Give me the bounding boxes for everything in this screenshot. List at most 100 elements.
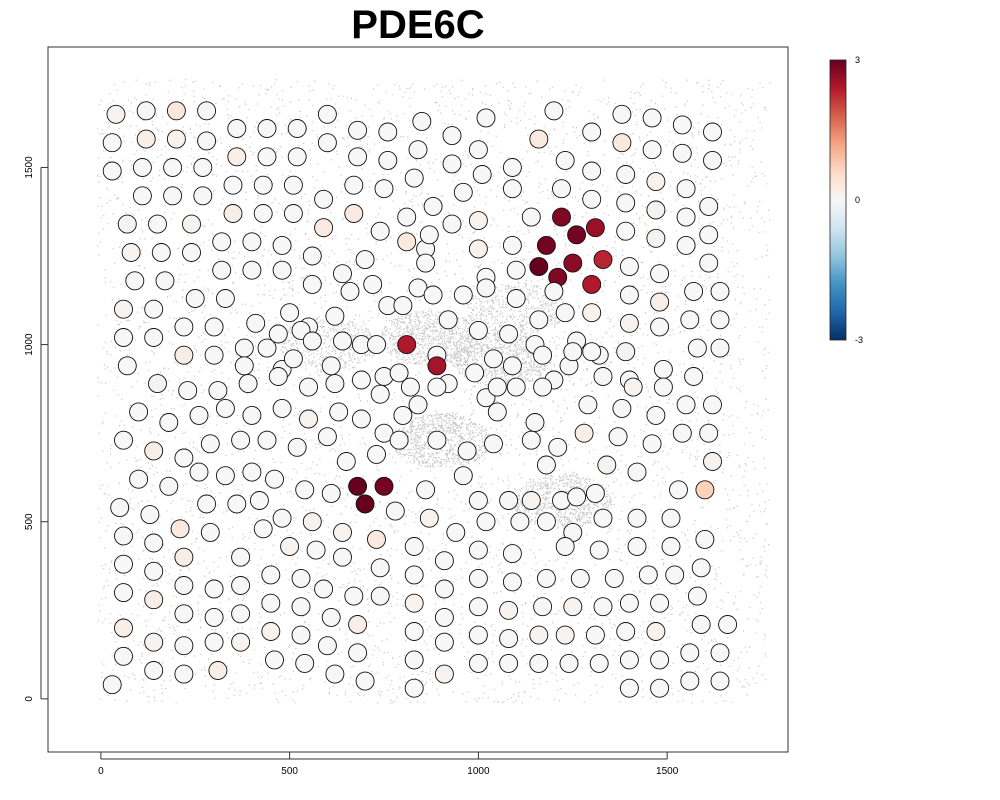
spot-point <box>442 154 462 174</box>
spot-point <box>253 175 273 195</box>
spot-point <box>563 597 583 617</box>
colorbar-gradient <box>829 59 847 341</box>
spot-point <box>453 285 473 305</box>
plot-frame <box>47 46 789 753</box>
spot-point <box>117 356 137 376</box>
x-tick-label: 1000 <box>467 766 490 777</box>
spot-point <box>302 274 322 294</box>
spot-point <box>563 253 583 273</box>
spot-point <box>163 186 183 206</box>
spot-point <box>151 243 171 262</box>
spot-point <box>642 434 662 454</box>
spot-point <box>102 161 122 181</box>
spot-point <box>555 625 575 645</box>
spot-point <box>261 565 281 585</box>
spot-point <box>687 586 707 606</box>
spot-point <box>616 622 636 641</box>
spot-point <box>204 345 224 365</box>
spot-point <box>117 214 137 234</box>
spot-point <box>691 615 711 634</box>
spot-point <box>178 381 198 401</box>
spot-point <box>476 278 496 298</box>
spot-point <box>676 395 696 415</box>
spot-point <box>434 551 454 571</box>
spot-point <box>102 133 122 153</box>
spot-point <box>676 179 696 199</box>
spot-point <box>638 565 658 585</box>
spot-point <box>159 413 179 432</box>
spot-point <box>612 398 632 418</box>
spot-point <box>340 281 360 301</box>
spot-point <box>582 274 602 294</box>
spot-point <box>302 512 322 532</box>
spot-point <box>703 150 722 170</box>
spot-point <box>502 235 522 255</box>
spot-point <box>333 522 352 542</box>
spot-point <box>404 622 424 641</box>
spot-point <box>544 281 564 301</box>
spot-point <box>661 537 681 556</box>
x-tick-label: 500 <box>281 766 298 777</box>
spot-point <box>570 568 590 588</box>
spot-point <box>653 359 673 379</box>
spot-point <box>253 519 273 539</box>
spot-point <box>136 101 156 121</box>
spot-point <box>627 462 647 482</box>
spot-point <box>718 615 738 634</box>
spot-point <box>132 158 152 177</box>
spot-point <box>378 122 398 142</box>
spot-point <box>261 622 281 641</box>
spot-point <box>465 363 485 383</box>
spot-point <box>110 498 130 518</box>
spot-point <box>502 572 522 592</box>
spot-point <box>129 402 149 422</box>
spot-point <box>427 356 447 376</box>
spot-point <box>529 257 549 277</box>
spot-point <box>144 328 164 347</box>
spot-point <box>367 444 386 464</box>
spot-point <box>552 207 571 227</box>
spot-point <box>438 310 458 330</box>
axes: 0 500 1000 1500 0 500 1000 1500 <box>24 156 679 777</box>
spot-point <box>593 597 613 617</box>
spot-point <box>699 253 719 273</box>
spot-point <box>238 374 258 394</box>
spot-point <box>499 600 519 620</box>
spot-point <box>148 374 167 394</box>
spot-point <box>189 405 209 425</box>
spot-point <box>367 529 386 549</box>
spot-point <box>302 246 322 266</box>
spot-point <box>333 331 352 351</box>
spot-point <box>144 441 164 461</box>
spot-point <box>582 303 602 323</box>
spot-point <box>502 158 522 177</box>
spot-point <box>533 345 553 365</box>
spot-point <box>231 632 251 652</box>
spot-point <box>148 214 167 234</box>
spot-point <box>499 653 519 673</box>
spot-point <box>521 207 541 227</box>
spot-point <box>114 526 133 546</box>
spot-point <box>672 423 692 443</box>
spot-point <box>397 335 417 355</box>
spot-point <box>253 204 273 223</box>
spot-point <box>453 466 473 486</box>
spot-point <box>170 519 190 539</box>
spot-point <box>351 409 371 429</box>
spot-point <box>404 537 424 556</box>
spot-point <box>249 491 269 510</box>
spot-point <box>597 455 617 475</box>
spot-point <box>204 632 224 652</box>
spot-point <box>397 207 417 227</box>
spot-point <box>144 533 164 553</box>
spot-point <box>476 512 496 532</box>
spot-point <box>159 476 179 496</box>
spot-point <box>468 540 488 560</box>
colorbar-tick-label: 0 <box>855 195 860 205</box>
spot-point <box>619 650 639 670</box>
y-tick-label: 0 <box>24 696 35 702</box>
spot-point <box>370 221 390 241</box>
spot-point <box>665 565 685 585</box>
x-tick-label: 1500 <box>656 766 679 777</box>
spot-point <box>585 483 605 503</box>
